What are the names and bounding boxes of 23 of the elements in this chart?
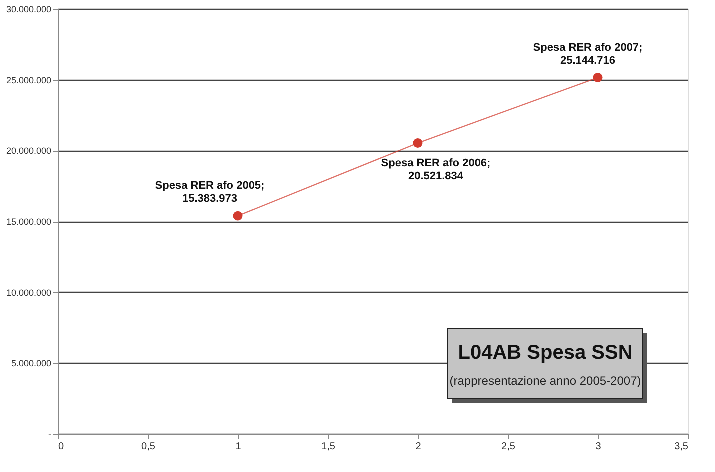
y-tick-label: -: [48, 430, 52, 440]
x-tick-label: 2: [416, 442, 422, 452]
point: [593, 73, 603, 83]
text: L04AB Spesa SSN: [458, 342, 633, 364]
annotation: Spesa RER afo 2006; 20.521.834: [381, 157, 491, 182]
annotation: Spesa RER afo 2005; 15.383.973: [155, 180, 265, 206]
x-tick-label: 0: [58, 442, 64, 452]
x-tick-label: 3: [596, 442, 602, 452]
y-tick-label: 30.000.000: [6, 4, 52, 14]
y-tick-label: 20.000.000: [6, 146, 52, 156]
x-tick-label: 2,5: [502, 442, 516, 452]
x-tick-label: 0,5: [142, 442, 156, 452]
point: [233, 211, 243, 221]
y-tick-label: 10.000.000: [6, 288, 52, 298]
y-tick-label: 5.000.000: [11, 358, 52, 369]
y-tick-label: 25.000.000: [6, 75, 52, 86]
point: [413, 138, 423, 148]
x-tick-label: 1: [236, 442, 242, 452]
x-tick-label: 1,5: [322, 442, 336, 452]
annotation: Spesa RER afo 2007; 25.144.716: [533, 42, 643, 67]
text: (rappresentazione anno 2005-2007): [450, 374, 642, 388]
y-tick-label: 15.000.000: [6, 217, 52, 227]
x-tick-label: 3,5: [674, 442, 689, 452]
